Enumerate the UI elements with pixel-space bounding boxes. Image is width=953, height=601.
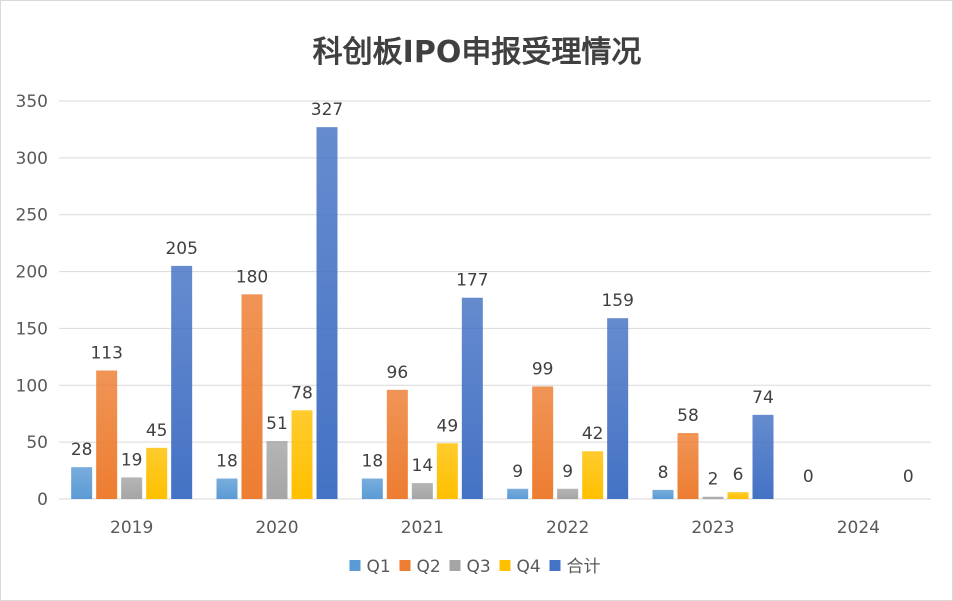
data-label-2020-q1: 18 xyxy=(216,452,238,472)
legend-item-q3: Q3 xyxy=(449,557,491,577)
data-label-2019-q3: 19 xyxy=(121,450,143,470)
y-tick-label: 300 xyxy=(16,149,48,169)
legend: Q1 Q2 Q3 Q4 合计 xyxy=(349,557,601,577)
data-label-2023-q4: 6 xyxy=(733,465,744,485)
bar-2022-q2 xyxy=(532,386,554,499)
bar-2021-q4 xyxy=(436,443,458,499)
legend-swatch xyxy=(449,560,461,571)
legend-label: Q4 xyxy=(517,557,541,577)
legend-swatch xyxy=(349,560,361,571)
bar-2021-series-4 xyxy=(461,297,483,499)
bar-2023-q4 xyxy=(727,492,749,499)
legend-label: Q2 xyxy=(417,557,441,577)
data-label-2022-series-4: 159 xyxy=(601,291,633,311)
legend-item-q4: Q4 xyxy=(499,557,541,577)
x-tick-label: 2020 xyxy=(255,518,298,538)
data-label-2023-q1: 8 xyxy=(658,463,669,483)
legend-label: Q1 xyxy=(367,557,391,577)
bar-2020-series-4 xyxy=(316,127,338,499)
data-label-2020-q4: 78 xyxy=(291,383,313,403)
x-tick-label: 2019 xyxy=(110,518,153,538)
bar-2023-q3 xyxy=(702,496,724,499)
bar-2021-q2 xyxy=(386,389,408,499)
bar-2020-q3 xyxy=(266,441,288,499)
bars xyxy=(71,127,774,499)
bar-2023-q2 xyxy=(677,433,699,499)
y-tick-label: 100 xyxy=(16,376,48,396)
y-tick-label: 200 xyxy=(16,263,48,283)
bar-2022-series-4 xyxy=(607,318,629,499)
legend-swatch xyxy=(499,560,511,571)
legend-item-series-4: 合计 xyxy=(549,557,601,577)
bar-2019-q3 xyxy=(121,477,143,499)
grid-lines xyxy=(59,100,931,500)
x-axis-ticks: 2019 2020 2021 2022 2023 2024 xyxy=(110,518,880,538)
x-tick-label: 2024 xyxy=(837,518,880,538)
y-tick-label: 150 xyxy=(16,319,48,339)
bar-2019-q2 xyxy=(96,370,118,499)
data-label-2022-q4: 42 xyxy=(582,424,604,444)
x-tick-label: 2022 xyxy=(546,518,589,538)
bar-2020-q2 xyxy=(241,294,263,499)
data-label-2022-q3: 9 xyxy=(562,462,573,482)
legend-item-q2: Q2 xyxy=(399,557,441,577)
data-label-2020-series-4: 327 xyxy=(311,100,343,120)
bar-2021-q1 xyxy=(361,478,383,499)
y-tick-label: 50 xyxy=(26,433,48,453)
chart-title: 科创板IPO申报受理情况 xyxy=(313,35,642,70)
data-label-2021-q1: 18 xyxy=(362,452,384,472)
legend-item-q1: Q1 xyxy=(349,557,391,577)
data-label-2019-q1: 28 xyxy=(71,440,93,460)
legend-label: 合计 xyxy=(567,557,601,577)
bar-2019-q4 xyxy=(146,447,168,499)
bar-2023-q1 xyxy=(652,489,674,499)
y-axis-ticks: 0 50 100 150 200 250 300 350 xyxy=(16,92,48,510)
bar-2023-series-4 xyxy=(752,414,774,499)
data-label-2019-series-4: 205 xyxy=(165,239,197,259)
data-label-2020-q3: 51 xyxy=(266,414,288,434)
bar-2022-q1 xyxy=(507,488,529,499)
bar-2020-q4 xyxy=(291,410,313,499)
y-tick-label: 0 xyxy=(37,490,48,510)
legend-swatch xyxy=(399,560,411,571)
data-label-2023-q3: 2 xyxy=(708,470,719,490)
data-label-2019-q4: 45 xyxy=(146,421,168,441)
data-label-2021-q2: 96 xyxy=(387,363,409,383)
x-tick-label: 2021 xyxy=(401,518,444,538)
data-label-2023-series-4: 74 xyxy=(752,388,774,408)
bar-2022-q3 xyxy=(557,488,579,499)
data-label-2021-q4: 49 xyxy=(437,416,459,436)
data-label-2022-q2: 99 xyxy=(532,359,554,379)
data-label-2019-q2: 113 xyxy=(90,344,122,364)
data-label-2021-series-4: 177 xyxy=(456,271,488,291)
bar-2021-q3 xyxy=(411,483,433,499)
data-labels: 2811319452051818051783271896144917799994… xyxy=(71,100,914,490)
data-label-2020-q2: 180 xyxy=(236,267,268,287)
y-tick-label: 250 xyxy=(16,206,48,226)
data-label-2021-q3: 14 xyxy=(412,456,434,476)
bar-2020-q1 xyxy=(216,478,238,499)
data-label-2023-q2: 58 xyxy=(677,406,699,426)
legend-label: Q3 xyxy=(467,557,491,577)
bar-2019-series-4 xyxy=(171,265,193,499)
bar-2019-q1 xyxy=(71,467,93,499)
bar-2022-q4 xyxy=(582,451,604,499)
legend-swatch xyxy=(549,560,561,571)
y-tick-label: 350 xyxy=(16,92,48,112)
data-label-2022-q1: 9 xyxy=(512,462,523,482)
data-label-2024-q1: 0 xyxy=(803,467,814,487)
x-tick-label: 2023 xyxy=(691,518,734,538)
data-label-2024-series-4: 0 xyxy=(903,467,914,487)
